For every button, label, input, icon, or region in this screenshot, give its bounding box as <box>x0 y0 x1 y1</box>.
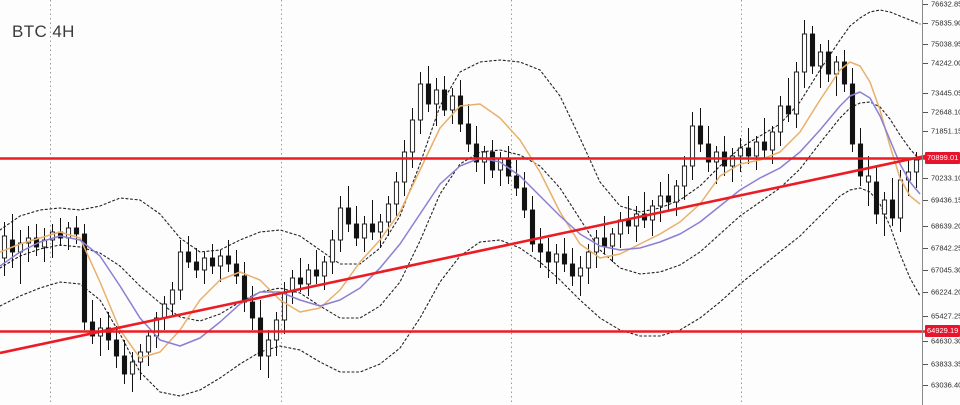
axis-ticks <box>923 4 928 386</box>
axis-tick-label: 75038.95 <box>931 39 960 49</box>
candles-group <box>1 20 920 392</box>
axis-tick-label: 65427.25 <box>931 311 960 321</box>
support-price-badge: 64929.19 <box>925 325 960 337</box>
axis-tick-label: 66224.20 <box>931 287 960 297</box>
axis-tick-label: 68639.20 <box>931 221 960 231</box>
axis-tick-label: 76632.85 <box>931 0 960 9</box>
bollinger-bands <box>0 9 921 397</box>
axis-tick-label: 70233.10 <box>931 173 960 183</box>
axis-tick-label: 63833.35 <box>931 359 960 369</box>
page-title: BTC 4H <box>12 22 75 41</box>
axis-tick-label: 74242.00 <box>931 58 960 68</box>
axis-tick-label: 71851.15 <box>931 126 960 136</box>
axis-tick-label: 69436.15 <box>931 195 960 205</box>
vertical-gridlines <box>50 0 742 405</box>
axis-tick-label: 75835.90 <box>931 18 960 28</box>
axis-tick-label: 72648.10 <box>931 107 960 117</box>
axis-tick-label: 67842.25 <box>931 243 960 253</box>
price-levels[interactable] <box>0 153 931 355</box>
axis-tick-label: 73445.05 <box>931 88 960 98</box>
axis-tick-label: 64630.30 <box>931 336 960 346</box>
resistance-price-badge: 70899.01 <box>925 152 960 164</box>
axis-tick-label: 67045.30 <box>931 265 960 275</box>
moving-averages <box>0 61 921 359</box>
axis-tick-label: 63036.40 <box>931 380 960 390</box>
